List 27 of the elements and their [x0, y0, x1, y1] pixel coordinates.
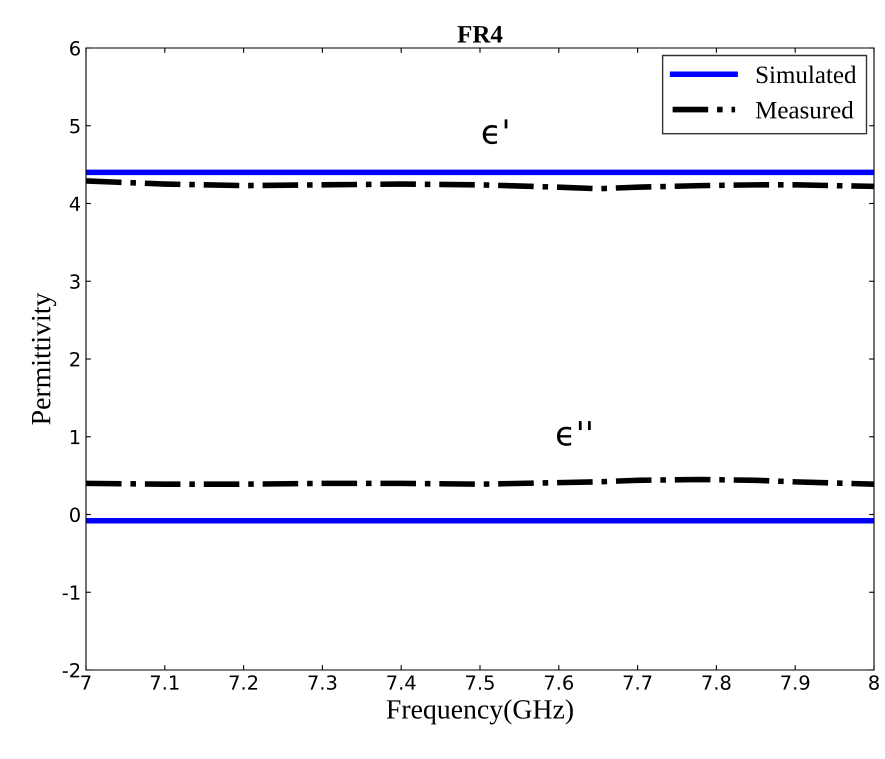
y-tick-label: 1 [70, 430, 80, 444]
chart-title: FR4 [458, 26, 502, 42]
y-tick-label: 0 [70, 507, 80, 522]
x-tick-label: 7.2 [230, 675, 258, 690]
x-tick-label: 7.3 [308, 675, 336, 690]
y-axis-title: Permittivity [32, 292, 56, 425]
y-tick-label: 3 [70, 274, 80, 289]
y-tick-label: 2 [70, 352, 80, 366]
x-tick-label: 7.1 [150, 675, 178, 690]
annotation: ϵ' [482, 119, 508, 144]
y-tick-label: 6 [70, 40, 80, 56]
legend-label: Measured [756, 100, 854, 119]
x-tick-label: 7.4 [387, 675, 416, 690]
x-tick-label: 7.9 [781, 675, 810, 690]
x-tick-label: 7.8 [702, 675, 731, 690]
legend-label: Simulated [756, 66, 856, 84]
x-axis-title: Frequency(GHz) [386, 699, 573, 725]
x-tick-label: 7.6 [544, 675, 574, 690]
y-tick-label: -1 [62, 585, 80, 600]
x-tick-label: 7 [81, 675, 91, 690]
y-tick-label: 5 [70, 118, 80, 134]
x-tick-label: 7.5 [466, 675, 494, 690]
y-tick-label: 4 [70, 196, 80, 211]
annotation: ϵ'' [556, 421, 591, 446]
x-tick-label: 7.7 [624, 675, 652, 690]
y-tick-label: -2 [62, 662, 80, 678]
x-tick-label: 8 [869, 675, 879, 690]
